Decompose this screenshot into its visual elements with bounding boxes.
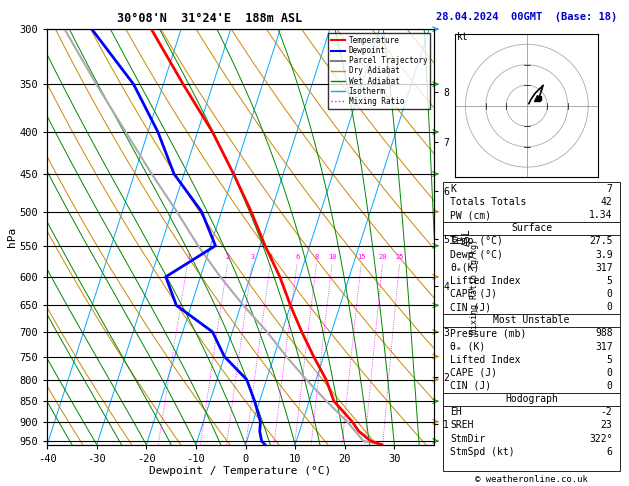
Text: 322°: 322° [589,434,613,444]
Text: K: K [450,184,457,194]
Text: Dewp (°C): Dewp (°C) [450,249,503,260]
Text: 28.04.2024  00GMT  (Base: 18): 28.04.2024 00GMT (Base: 18) [436,12,618,22]
Text: CIN (J): CIN (J) [450,302,492,312]
X-axis label: Dewpoint / Temperature (°C): Dewpoint / Temperature (°C) [150,467,331,476]
Text: 317: 317 [595,342,613,351]
Text: Temp (°C): Temp (°C) [450,236,503,246]
Text: PW (cm): PW (cm) [450,210,492,220]
Text: 5: 5 [606,355,613,364]
Text: -2: -2 [601,407,613,417]
Text: 1: 1 [186,254,190,260]
Text: 6: 6 [295,254,299,260]
Text: 8: 8 [314,254,319,260]
Text: Totals Totals: Totals Totals [450,197,527,207]
Text: kt: kt [457,32,469,42]
Text: 0: 0 [606,368,613,378]
Text: © weatheronline.co.uk: © weatheronline.co.uk [475,474,588,484]
Text: CAPE (J): CAPE (J) [450,289,498,299]
Y-axis label: km
ASL: km ASL [450,228,472,246]
Text: 20: 20 [379,254,387,260]
Text: 25: 25 [396,254,404,260]
Text: 3: 3 [250,254,255,260]
Text: 1.34: 1.34 [589,210,613,220]
Text: 7: 7 [606,184,613,194]
Text: 10: 10 [328,254,337,260]
Legend: Temperature, Dewpoint, Parcel Trajectory, Dry Adiabat, Wet Adiabat, Isotherm, Mi: Temperature, Dewpoint, Parcel Trajectory… [328,33,430,109]
Text: Lifted Index: Lifted Index [450,355,521,364]
Text: θₑ(K): θₑ(K) [450,263,480,273]
Text: 317: 317 [595,263,613,273]
Text: 15: 15 [357,254,365,260]
Text: SREH: SREH [450,420,474,431]
Text: 5: 5 [606,276,613,286]
Text: 0: 0 [606,289,613,299]
Text: 23: 23 [601,420,613,431]
Text: CAPE (J): CAPE (J) [450,368,498,378]
Text: 3.9: 3.9 [595,249,613,260]
Text: Lifted Index: Lifted Index [450,276,521,286]
Text: 30°08'N  31°24'E  188m ASL: 30°08'N 31°24'E 188m ASL [117,12,303,25]
Text: 42: 42 [601,197,613,207]
Text: 0: 0 [606,302,613,312]
Text: 6: 6 [606,447,613,457]
Text: 2: 2 [226,254,230,260]
Text: StmDir: StmDir [450,434,486,444]
Text: θₑ (K): θₑ (K) [450,342,486,351]
Text: Most Unstable: Most Unstable [493,315,570,325]
Text: Mixing Ratio (g/kg): Mixing Ratio (g/kg) [470,239,479,334]
Text: EH: EH [450,407,462,417]
Text: 27.5: 27.5 [589,236,613,246]
Text: Hodograph: Hodograph [505,394,558,404]
Text: StmSpd (kt): StmSpd (kt) [450,447,515,457]
Text: 988: 988 [595,329,613,338]
Text: Pressure (mb): Pressure (mb) [450,329,527,338]
Text: CIN (J): CIN (J) [450,381,492,391]
Text: Surface: Surface [511,223,552,233]
Y-axis label: hPa: hPa [7,227,16,247]
Text: 4: 4 [269,254,273,260]
Text: 0: 0 [606,381,613,391]
